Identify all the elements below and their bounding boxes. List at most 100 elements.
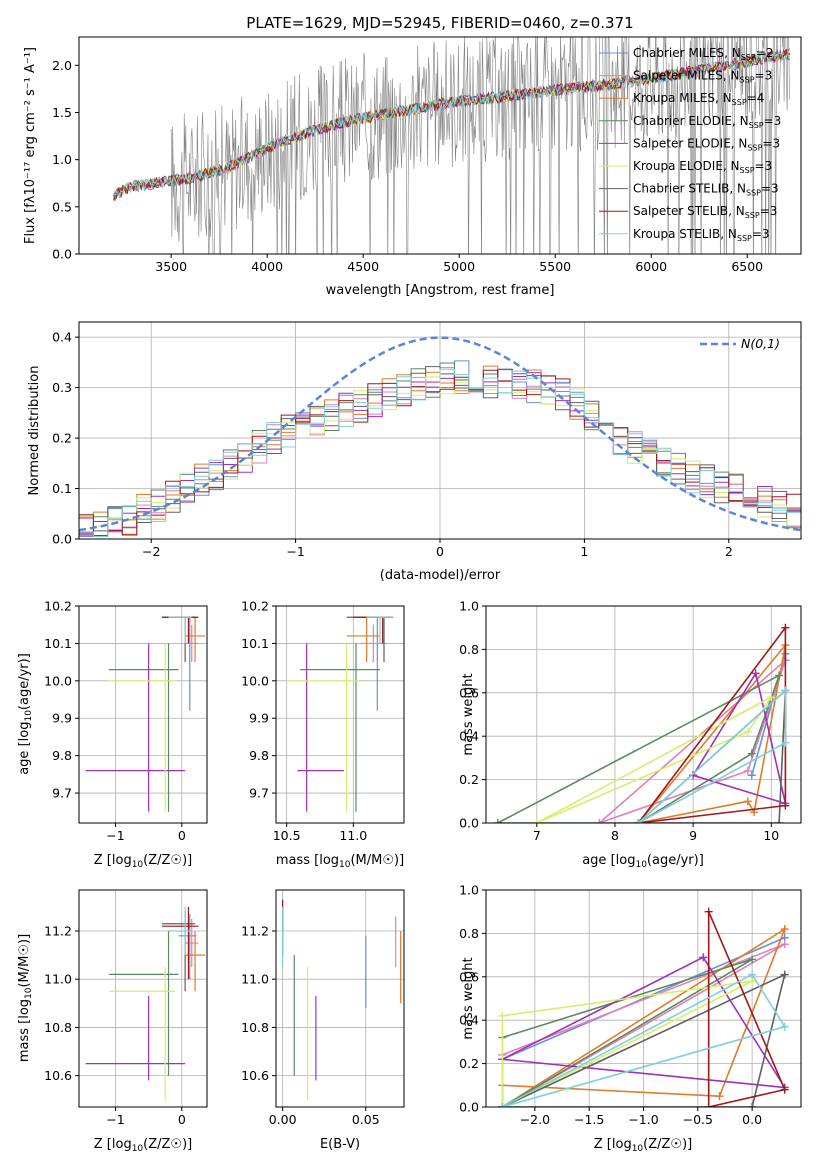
axis-label: Z [log10(Z/Z☉)] (594, 1137, 692, 1154)
legend-value: =4 (747, 91, 765, 105)
y-axis-label: Normed distribution (27, 366, 42, 496)
axis-label-rest: (M/M☉)] (350, 853, 404, 868)
axis-label-rest: (age/yr)] (17, 653, 32, 710)
weight-marker (780, 940, 789, 949)
axis-label-sub: 10 (632, 1144, 644, 1154)
weight-line (501, 973, 786, 1107)
y-tick-label: 11.2 (241, 923, 269, 938)
y-tick-label: 0.5 (52, 199, 72, 214)
x-tick-label: 0.0 (742, 1112, 762, 1127)
y-tick-label: 2.0 (52, 58, 72, 73)
y-tick-label: 0.2 (459, 772, 479, 787)
axis-label: mass [log10(M/M☉)] (276, 853, 404, 870)
y-tick-label: 0.2 (459, 1056, 479, 1071)
normal-curve (79, 336, 801, 532)
weight-line (497, 673, 781, 823)
y-tick-label: 0.4 (459, 1013, 479, 1028)
figure-title: PLATE=1629, MJD=52945, FIBERID=0460, z=0… (246, 14, 633, 32)
weight-marker (498, 1011, 507, 1020)
x-tick-label: −1 (106, 1112, 124, 1127)
weight-marker (780, 925, 789, 934)
y-tick-label: 0.4 (459, 729, 479, 744)
x-tick-label: 8 (611, 828, 619, 843)
legend-entry: Chabrier MILES, NSSP=2 (633, 46, 773, 62)
weight-marker (748, 970, 757, 979)
weight-marker (532, 819, 541, 823)
legend-entry: Kroupa ELODIE, NSSP=3 (633, 159, 772, 175)
axis-label-sub: 10 (635, 860, 647, 870)
x-tick-label: 0.00 (269, 1112, 297, 1127)
legend-entry: Salpeter STELIB, NSSP=3 (633, 204, 777, 220)
legend-entry: Chabrier ELODIE, NSSP=3 (633, 114, 781, 130)
legend-entry: Kroupa MILES, NSSP=4 (633, 91, 764, 107)
axes-frame (275, 605, 405, 824)
y-tick-label: 9.9 (249, 711, 269, 726)
model-spectrum-kroupa-stelib (113, 50, 790, 198)
weight-marker (704, 1103, 713, 1107)
weight-marker (780, 970, 789, 979)
weight-line (707, 911, 786, 1107)
weight-marker (775, 819, 784, 823)
mass_vs_ebv-panel: 0.00 0.05 10.6 10.8 11.0 11.2 E(B-V) (241, 889, 405, 1152)
y-tick-label: 0.8 (459, 926, 479, 941)
axis-label-sub: 10 (24, 710, 34, 722)
weight-line (692, 671, 787, 805)
axes-frame (78, 321, 802, 540)
weight-marker (781, 686, 790, 695)
y-tick-label: 9.7 (52, 786, 72, 801)
legend-subscript: SSP (747, 143, 762, 152)
residual-histograms (79, 336, 801, 537)
spectrum-panel: 3500 4000 4500 5000 5500 6000 6500 0.0 0.5 1.0 1.5… (23, 36, 802, 298)
legend-subscript: SSP (745, 211, 760, 220)
legend-entry: Salpeter ELODIE, NSSP=3 (633, 136, 780, 152)
weight-marker (781, 738, 790, 747)
legend-entry: N(0,1) (741, 336, 780, 351)
weight-marker (781, 801, 790, 810)
x-tick-label: 1 (580, 544, 588, 559)
weight-marker (493, 819, 502, 823)
y-axis-label: mass weight (461, 957, 476, 1039)
weight-marker (748, 955, 757, 964)
y-tick-label: 9.7 (249, 786, 269, 801)
weight-marker (704, 907, 713, 916)
errorbars (85, 616, 206, 812)
axis-label-rest: (Z/Z☉)] (143, 853, 192, 868)
y-tick-label: 0.0 (459, 816, 479, 831)
legend-value: =3 (760, 204, 778, 218)
weight-marker (767, 693, 776, 702)
model-spectrum-chabrier-stelib (113, 51, 790, 200)
y-tick-label: 10.8 (241, 1020, 269, 1035)
weight-marker (781, 623, 790, 632)
axis-label: age [log10(age/yr)] (582, 853, 704, 870)
x-tick-label: 6500 (731, 259, 763, 274)
y-tick-label: 0.6 (459, 969, 479, 984)
y-tick-label: 0.4 (52, 330, 72, 345)
legend-value: =3 (764, 114, 782, 128)
y-tick-label: 10.1 (241, 636, 269, 651)
x-axis-label: wavelength [Angstrom, rest frame] (326, 283, 555, 298)
x-tick-label: −1.0 (628, 1112, 658, 1127)
weight-line (501, 980, 753, 1107)
legend-subscript: SSP (741, 53, 756, 62)
y-tick-label: 10.8 (44, 1020, 72, 1035)
weight-marker (699, 953, 708, 962)
axes-frame (78, 889, 208, 1108)
axis-label-sub: 10 (132, 1144, 144, 1154)
x-tick-label: 4000 (251, 259, 283, 274)
x-tick-label: 10 (763, 828, 779, 843)
weight-marker (743, 797, 752, 806)
legend-value: =3 (761, 182, 779, 196)
legend-entry: Salpeter MILES, NSSP=3 (633, 69, 772, 85)
x-tick-label: −1 (286, 544, 304, 559)
x-tick-label: 6000 (635, 259, 667, 274)
legend-value: =3 (762, 136, 780, 150)
legend-entry: Chabrier STELIB, NSSP=3 (633, 182, 779, 198)
observed-spectrum (170, 37, 790, 254)
weight-marker (751, 669, 760, 678)
x-tick-label: 5000 (443, 259, 475, 274)
y-tick-label: 11.0 (241, 972, 269, 987)
y-tick-label: 9.8 (249, 748, 269, 763)
legend-value: =2 (756, 46, 774, 60)
x-tick-label: −2.0 (520, 1112, 550, 1127)
axis-label: Z [log10(Z/Z☉)] (94, 1137, 192, 1154)
